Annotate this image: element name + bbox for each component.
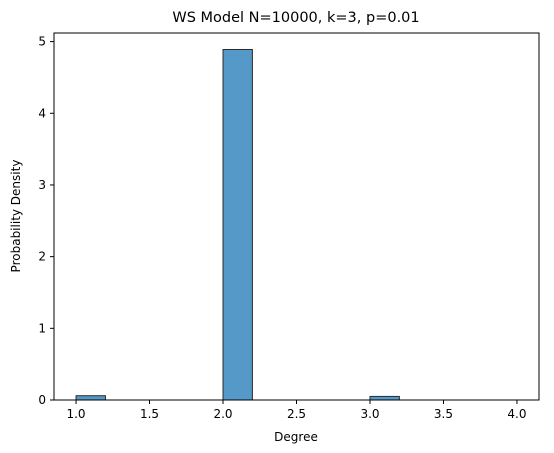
x-tick-label: 2.5 (287, 407, 306, 421)
y-axis-ticks: 0 1 2 3 4 5 (38, 35, 54, 407)
y-tick-label: 1 (38, 321, 46, 335)
x-axis-ticks: 1.0 1.5 2.0 2.5 3.0 3.5 4.0 (66, 400, 527, 421)
histogram-bar-2 (369, 395, 400, 401)
y-tick-label: 5 (38, 35, 46, 49)
x-tick-label: 1.5 (140, 407, 159, 421)
x-tick-label: 4.0 (507, 407, 526, 421)
x-axis-label: Degree (274, 430, 318, 444)
histogram-bar-1 (222, 48, 253, 401)
bars-layer (75, 48, 400, 401)
x-tick-label: 3.5 (434, 407, 453, 421)
y-tick-label: 3 (38, 178, 46, 192)
y-tick-label: 0 (38, 393, 46, 407)
y-tick-label: 4 (38, 106, 46, 120)
y-tick-label: 2 (38, 250, 46, 264)
x-tick-label: 1.0 (66, 407, 85, 421)
x-tick-label: 2.0 (213, 407, 232, 421)
chart-title: WS Model N=10000, k=3, p=0.01 (172, 10, 419, 26)
x-tick-label: 3.0 (360, 407, 379, 421)
plot-frame (53, 32, 540, 401)
y-axis-label: Probability Density (9, 160, 23, 273)
histogram-bar-0 (75, 395, 106, 401)
